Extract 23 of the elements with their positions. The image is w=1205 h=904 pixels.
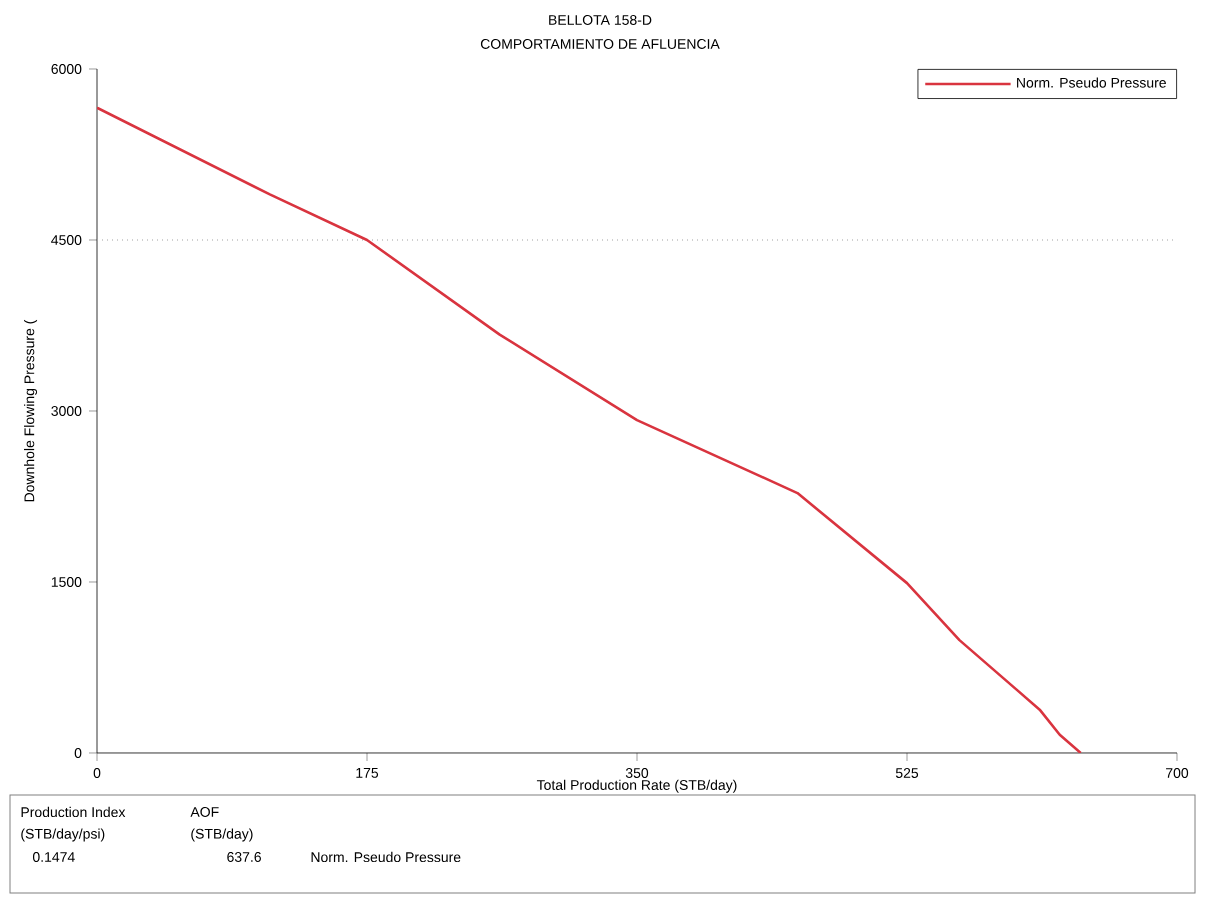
chart-title: BELLOTA 158-D	[549, 15, 652, 25]
text: Norm. Pseudo Pressure	[1017, 77, 1166, 88]
y-tick-label: 3000	[51, 406, 82, 416]
text: AOF	[190, 807, 219, 817]
x-tick-label: 700	[1166, 768, 1189, 778]
text: 637.6	[227, 852, 261, 862]
y-tick-label: 0	[74, 748, 82, 758]
text: (STB/day)	[191, 828, 253, 842]
x-axis-title: Total Production Rate (STB/day)	[536, 779, 737, 793]
y-tick-label: 6000	[51, 64, 82, 74]
y-axis-title: Downhole Flowing Pressure (	[24, 319, 38, 502]
x-tick-label: 525	[895, 768, 919, 778]
x-tick-label: 350	[625, 768, 649, 778]
text: 0.1474	[32, 852, 75, 862]
y-tick-label: 4500	[51, 235, 82, 245]
chart-subtitle: COMPORTAMIENTO DE AFLUENCIA	[480, 39, 720, 49]
x-tick-label: 175	[356, 768, 379, 778]
y-tick-label: 1500	[51, 577, 82, 587]
text: (STB/day/psi)	[21, 828, 105, 842]
text: Norm. Pseudo Pressure	[311, 851, 461, 863]
line-series	[97, 106, 1083, 753]
text: Production Index	[21, 806, 126, 818]
x-tick-label: 0	[93, 768, 101, 778]
